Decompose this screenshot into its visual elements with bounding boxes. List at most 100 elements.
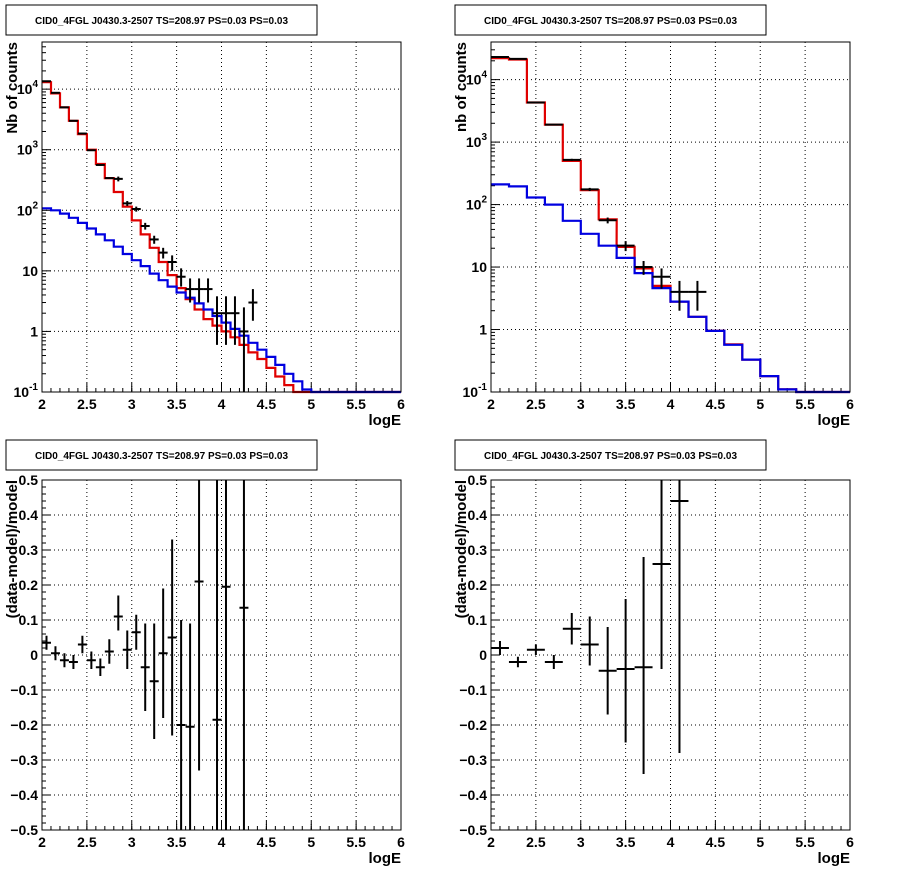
x-tick-label: 6 xyxy=(397,396,405,412)
chart-title: CID0_4FGL J0430.3-2507 TS=208.97 PS=0.03… xyxy=(35,16,288,27)
x-tick-label: 2.5 xyxy=(526,834,546,850)
x-tick-label: 6 xyxy=(846,396,854,412)
y-axis-title: nb of counts xyxy=(453,42,470,132)
x-tick-label: 4 xyxy=(218,396,226,412)
x-tick-label: 3 xyxy=(128,396,136,412)
x-tick-label: 5 xyxy=(756,396,764,412)
y-tick-label: −0.5 xyxy=(10,822,38,838)
y-tick-label: 1 xyxy=(30,323,38,339)
x-tick-label: 5 xyxy=(756,834,764,850)
chart-panel-3: 2 2.5 3 3.5 4 4.5 5 5.5 6 −0.5 −0.4 −0.3 −0.2 −0.1 0 0.… xyxy=(4,439,405,867)
x-tick-label: 3 xyxy=(577,834,585,850)
y-axis-title: (data-model)/model xyxy=(4,480,21,618)
x-tick-label: 6 xyxy=(397,834,405,850)
y-tick-label-exponent: 2 xyxy=(32,200,38,211)
plot-frame xyxy=(490,41,851,393)
y-tick-label: 1 xyxy=(479,322,487,338)
y-tick-label: 0.5 xyxy=(19,472,39,488)
plot-frame xyxy=(490,479,851,831)
x-tick-label: 3.5 xyxy=(167,834,187,850)
chart-panel-4: 2 2.5 3 3.5 4 4.5 5 5.5 6 −0.5 −0.4 −0.3 −0.2 −0.1 0 0.… xyxy=(453,439,854,867)
x-tick-label: 2 xyxy=(38,834,46,850)
x-tick-label: 4 xyxy=(218,834,226,850)
y-tick-label-exponent: -1 xyxy=(29,382,38,393)
chart-title-box xyxy=(5,439,318,471)
y-tick-label: 0.1 xyxy=(19,612,39,628)
x-axis-title: logE xyxy=(369,850,402,867)
y-tick-label-exponent: 3 xyxy=(481,132,487,143)
y-tick-label-exponent: 3 xyxy=(32,140,38,151)
chart-title: CID0_4FGL J0430.3-2507 TS=208.97 PS=0.03… xyxy=(35,451,288,462)
histogram-series-2 xyxy=(491,183,850,394)
y-tick-label: 0.2 xyxy=(19,577,39,593)
x-tick-label: 3.5 xyxy=(167,396,187,412)
x-tick-label: 2.5 xyxy=(77,396,97,412)
x-tick-label: 4.5 xyxy=(257,834,277,850)
x-tick-label: 3.5 xyxy=(616,834,636,850)
y-tick-label: −0.4 xyxy=(10,787,38,803)
x-tick-label: 2 xyxy=(487,834,495,850)
plot-frame xyxy=(41,479,402,831)
y-tick-label: 0.1 xyxy=(468,612,488,628)
y-tick-label: 0.4 xyxy=(468,507,488,523)
x-tick-label: 4 xyxy=(667,834,675,850)
x-tick-label: 5 xyxy=(307,396,315,412)
y-axis-title: (data-model)/model xyxy=(453,480,470,618)
x-tick-label: 2 xyxy=(38,396,46,412)
y-tick-label-exponent: 4 xyxy=(32,79,38,90)
y-tick-label: −0.2 xyxy=(10,717,38,733)
chart-panel-1: 2 2.5 3 3.5 4 4.5 5 5.5 610-1110102103104logENb … xyxy=(4,4,405,429)
x-axis-title: logE xyxy=(818,412,851,429)
chart-title-box xyxy=(454,439,767,471)
y-tick-label: 102 xyxy=(17,200,39,218)
x-tick-label: 3.5 xyxy=(616,396,636,412)
y-tick-label: 102 xyxy=(466,195,488,213)
x-axis-title: logE xyxy=(818,850,851,867)
x-tick-label: 5.5 xyxy=(346,396,366,412)
y-tick-label: 0 xyxy=(30,647,38,663)
y-tick-label-exponent: 2 xyxy=(481,195,487,206)
y-tick-label: 0.3 xyxy=(468,542,488,558)
chart-title-box xyxy=(454,4,767,36)
y-tick-label: 0.2 xyxy=(468,577,488,593)
y-tick-label: −0.2 xyxy=(459,717,487,733)
x-tick-label: 4.5 xyxy=(706,396,726,412)
y-tick-label: 0 xyxy=(479,647,487,663)
y-tick-label: −0.1 xyxy=(10,682,38,698)
histogram-series-1 xyxy=(42,81,401,394)
x-tick-label: 5 xyxy=(307,834,315,850)
x-tick-label: 2 xyxy=(487,396,495,412)
y-tick-label: −0.1 xyxy=(459,682,487,698)
y-tick-label: 0.3 xyxy=(19,542,39,558)
y-tick-label: 0.4 xyxy=(19,507,39,523)
y-axis-title: Nb of counts xyxy=(4,42,21,134)
x-tick-label: 4.5 xyxy=(706,834,726,850)
histogram-series-1 xyxy=(491,57,850,394)
chart-panel-2: 2 2.5 3 3.5 4 4.5 5 5.5 610-1110102103104logEnb … xyxy=(453,4,854,429)
y-tick-label: 10-1 xyxy=(463,382,488,400)
x-tick-label: 2.5 xyxy=(77,834,97,850)
y-tick-label-exponent: -1 xyxy=(478,382,487,393)
x-tick-label: 4.5 xyxy=(257,396,277,412)
y-tick-label: 10 xyxy=(471,259,487,275)
chart-title-box xyxy=(5,4,318,36)
y-tick-label: 0.5 xyxy=(468,472,488,488)
y-tick-label: 10-1 xyxy=(14,382,39,400)
y-tick-label: 103 xyxy=(466,132,488,150)
x-tick-label: 2.5 xyxy=(526,396,546,412)
chart-title: CID0_4FGL J0430.3-2507 TS=208.97 PS=0.03… xyxy=(484,16,737,27)
x-tick-label: 3 xyxy=(577,396,585,412)
y-tick-label: −0.4 xyxy=(459,787,487,803)
chart-title: CID0_4FGL J0430.3-2507 TS=208.97 PS=0.03… xyxy=(484,451,737,462)
y-tick-label: 10 xyxy=(22,263,38,279)
y-tick-label: −0.5 xyxy=(459,822,487,838)
y-tick-label-exponent: 4 xyxy=(481,70,487,81)
plot-frame xyxy=(41,41,402,393)
x-tick-label: 3 xyxy=(128,834,136,850)
x-axis-title: logE xyxy=(369,412,402,429)
y-tick-label: 103 xyxy=(17,140,39,158)
x-tick-label: 4 xyxy=(667,396,675,412)
histogram-series-2 xyxy=(42,207,401,394)
y-tick-label: −0.3 xyxy=(10,752,38,768)
